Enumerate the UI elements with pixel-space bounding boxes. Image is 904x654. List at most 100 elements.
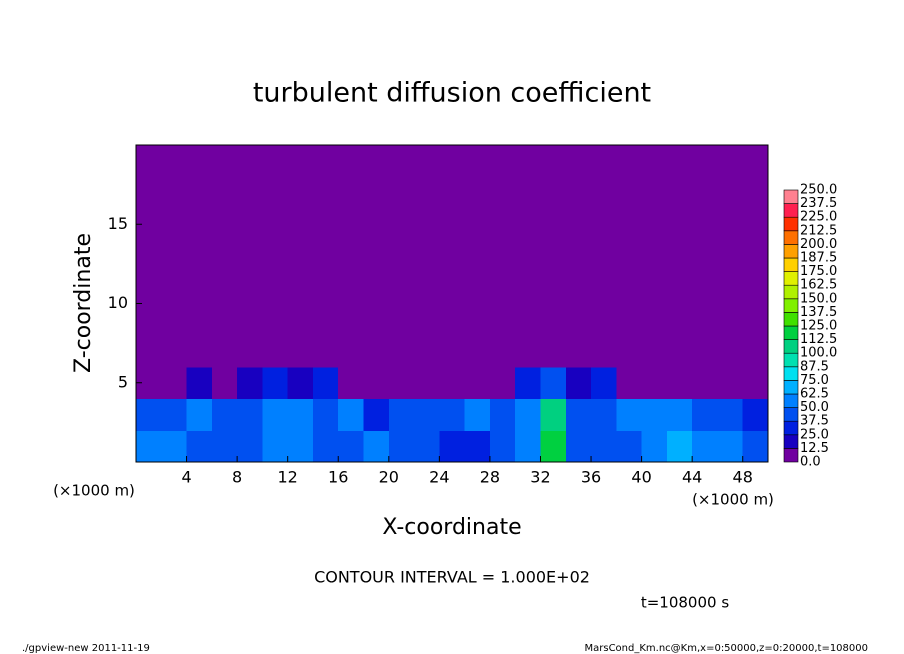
cell (262, 145, 289, 178)
cell (666, 366, 693, 400)
cell (616, 240, 643, 273)
colorbar-swatch (783, 284, 799, 300)
cell (211, 366, 238, 400)
y-tick-label: 15 (108, 214, 128, 233)
cell (464, 240, 491, 273)
x-tick-label: 16 (328, 468, 348, 487)
cell (287, 303, 314, 336)
cell (287, 240, 314, 273)
colorbar-swatch (783, 244, 799, 259)
cell (186, 145, 213, 178)
cell (565, 430, 592, 463)
colorbar-swatch (783, 366, 799, 381)
cell (489, 335, 516, 368)
cell (363, 240, 390, 273)
cell (211, 240, 238, 273)
cell (211, 335, 238, 368)
cell (591, 271, 617, 304)
cell (692, 176, 718, 209)
cell (489, 240, 516, 273)
cell (641, 398, 668, 431)
colorbar-label: 200.0 (800, 237, 837, 252)
cell (338, 208, 365, 241)
y-tick-label: 10 (108, 293, 128, 312)
cell (515, 240, 541, 273)
cell (742, 208, 769, 241)
cell (742, 303, 769, 336)
colorbar-swatch (783, 325, 799, 340)
cell (591, 176, 617, 209)
cell (439, 145, 466, 178)
cell (186, 335, 213, 368)
cell (439, 271, 466, 304)
cell (414, 430, 440, 463)
cell (237, 335, 263, 368)
field (136, 145, 769, 463)
cell (591, 398, 617, 431)
cell (161, 208, 188, 241)
cell (388, 208, 415, 241)
cell (591, 145, 617, 178)
cell (262, 303, 289, 336)
colorbar-label: 37.5 (800, 414, 829, 429)
chart-title: turbulent diffusion coefficient (253, 78, 651, 109)
cell (464, 176, 491, 209)
cell (262, 271, 289, 304)
cell (515, 176, 541, 209)
cell (666, 145, 693, 178)
cell (186, 208, 213, 241)
cell (186, 271, 213, 304)
colorbar-swatch (783, 189, 799, 204)
colorbar-label: 212.5 (800, 223, 837, 238)
y-tick-label: 5 (118, 372, 128, 391)
cell (237, 176, 263, 209)
colorbar-swatch (783, 203, 799, 218)
cell (742, 240, 769, 273)
cell (717, 430, 744, 463)
cell (363, 271, 390, 304)
x-tick-label: 36 (581, 468, 601, 487)
cell (616, 335, 643, 368)
cell (211, 145, 238, 178)
cell (717, 366, 744, 400)
colorbar-label: 150.0 (800, 291, 837, 306)
cell (515, 366, 541, 400)
colorbar-label: 12.5 (800, 441, 829, 456)
cell (565, 208, 592, 241)
y-axis-label: Z-coordinate (71, 233, 96, 373)
cell (388, 176, 415, 209)
cell (565, 366, 592, 400)
cell (692, 303, 718, 336)
cell (388, 303, 415, 336)
cell (464, 430, 491, 463)
cell (338, 240, 365, 273)
cell (692, 398, 718, 431)
cell (338, 176, 365, 209)
cell (565, 398, 592, 431)
cell (742, 366, 769, 400)
cell (312, 176, 339, 209)
colorbar-label: 75.0 (800, 373, 829, 388)
cell (363, 366, 390, 400)
cell (136, 303, 162, 336)
cell (363, 430, 390, 463)
colorbar-label: 0.0 (800, 455, 821, 470)
cell (515, 398, 541, 431)
cell (262, 208, 289, 241)
cell (262, 398, 289, 431)
colorbar-swatch (783, 216, 799, 232)
colorbar-label: 137.5 (800, 305, 837, 320)
x-tick-label: 40 (631, 468, 651, 487)
cell (515, 430, 541, 463)
colorbar-label: 87.5 (800, 359, 829, 374)
cell (414, 335, 440, 368)
cell (312, 240, 339, 273)
cell (237, 366, 263, 400)
x-tick-label: 4 (181, 468, 191, 487)
cell (565, 303, 592, 336)
cell (312, 366, 339, 400)
cell (338, 335, 365, 368)
cell (287, 366, 314, 400)
cell (186, 430, 213, 463)
cell (338, 271, 365, 304)
